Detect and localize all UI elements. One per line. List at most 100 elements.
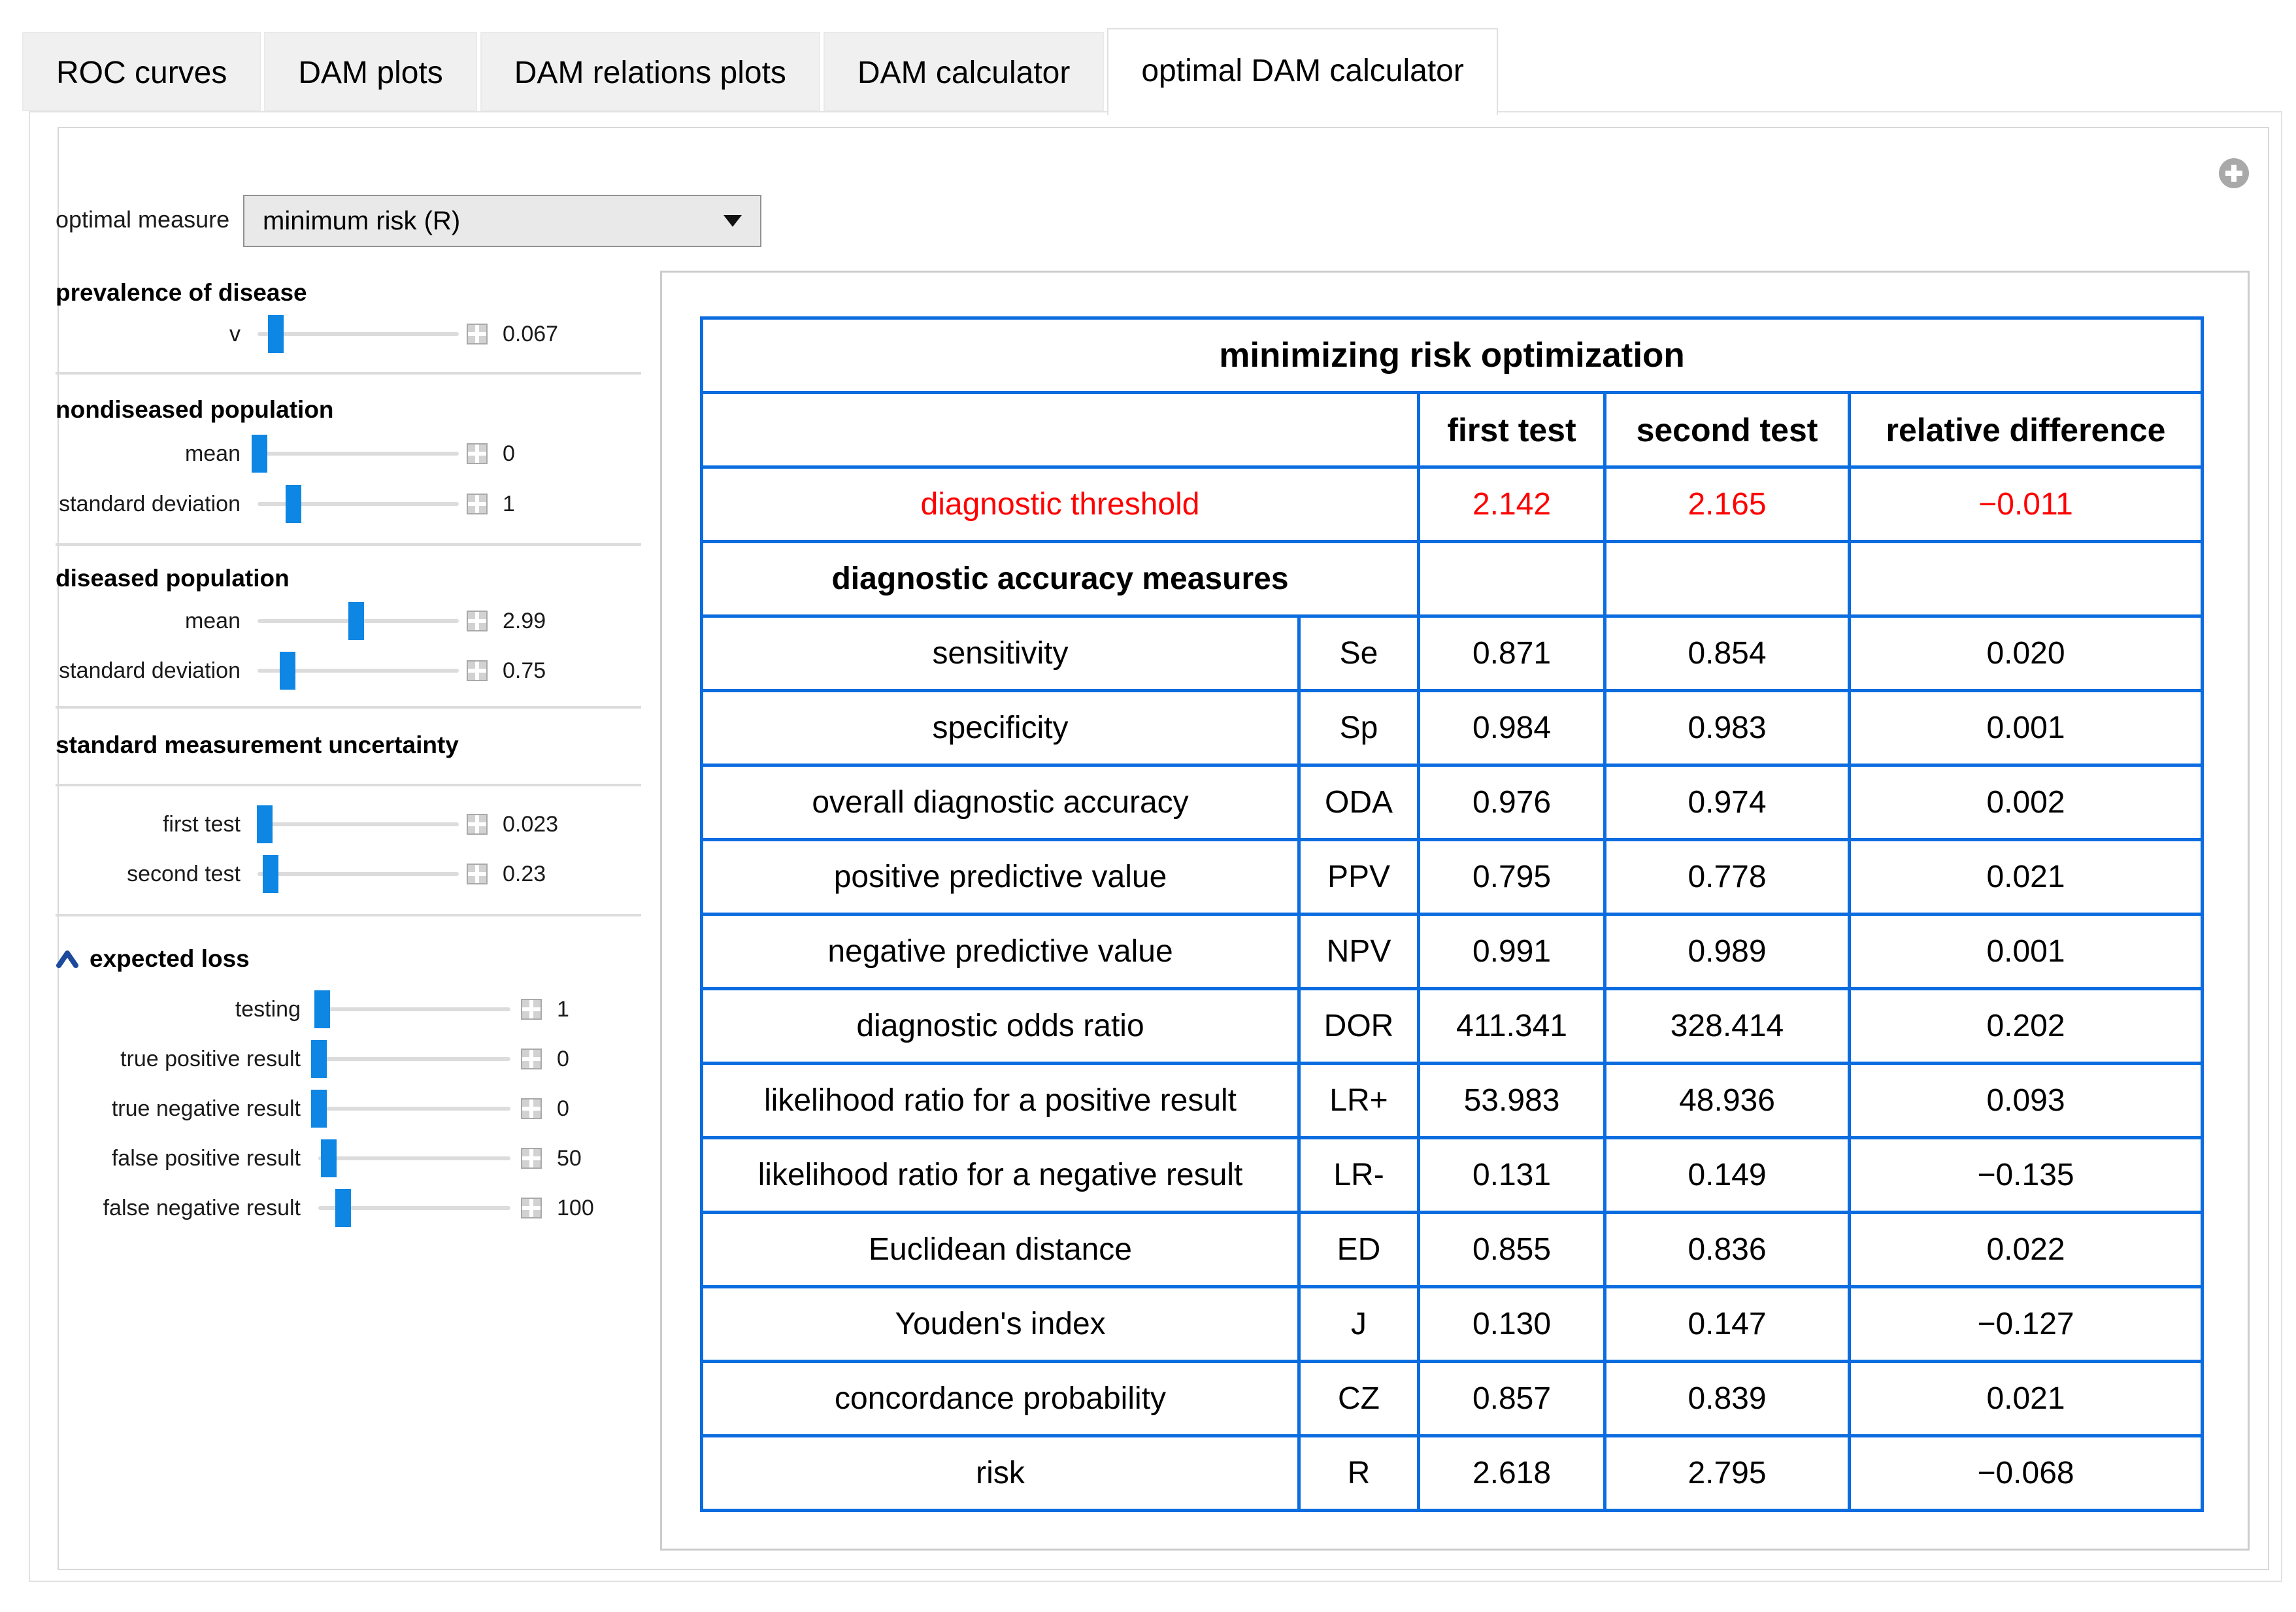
measure-label-cell: Euclidean distance <box>700 1211 1301 1288</box>
column-header-second-test: second test <box>1603 391 1851 469</box>
slider-value: 0.023 <box>503 811 559 837</box>
tab-dam-calculator[interactable]: DAM calculator <box>823 32 1105 111</box>
slider-track[interactable] <box>258 652 459 690</box>
slider-row-mean: mean 2.99 <box>56 596 546 646</box>
stepper-open-button[interactable] <box>521 999 542 1020</box>
measure-label-cell: diagnostic odds ratio <box>700 987 1301 1065</box>
optimal-measure-dropdown[interactable]: minimum risk (R) <box>243 195 761 247</box>
slider-value: 1 <box>557 996 569 1022</box>
stepper-open-button[interactable] <box>467 611 488 631</box>
section-heading-label: standard measurement uncertainty <box>56 731 459 758</box>
measure-diff-cell: 0.202 <box>1847 987 2204 1065</box>
stepper-open-button[interactable] <box>467 864 488 884</box>
slider-value: 0.23 <box>503 861 546 886</box>
slider-value: 1 <box>503 491 515 516</box>
slider-label: standard deviation <box>59 491 241 516</box>
slider-thumb[interactable] <box>252 435 268 473</box>
section-heading-label: prevalence of disease <box>56 279 307 306</box>
measure-diff-cell: 0.021 <box>1847 838 2204 916</box>
measure-abbr-cell: ODA <box>1297 764 1420 841</box>
measure-first-cell: 53.983 <box>1417 1062 1606 1139</box>
measure-first-cell: 2.618 <box>1417 1434 1606 1512</box>
measure-first-cell: 411.341 <box>1417 987 1606 1065</box>
slider-track[interactable] <box>318 1189 510 1227</box>
slider-thumb[interactable] <box>286 485 302 523</box>
slider-thumb[interactable] <box>256 805 273 843</box>
measure-second-cell: 0.147 <box>1603 1285 1851 1363</box>
slider-thumb[interactable] <box>280 652 296 690</box>
measure-second-cell: 328.414 <box>1603 987 1851 1065</box>
slider-track[interactable] <box>314 990 510 1028</box>
stepper-open-button[interactable] <box>521 1148 542 1169</box>
slider-track[interactable] <box>258 602 459 640</box>
stepper-open-button[interactable] <box>467 660 488 681</box>
measure-diff-cell: 0.001 <box>1847 913 2204 990</box>
measure-second-cell: 2.795 <box>1603 1434 1851 1512</box>
section-heading-expected-loss[interactable]: expected loss <box>56 943 250 975</box>
measure-label-cell: positive predictive value <box>700 838 1301 916</box>
slider-row-mean: mean 0 <box>56 429 515 479</box>
measure-abbr-cell: DOR <box>1297 987 1420 1065</box>
empty-cell <box>1847 540 2204 618</box>
slider-value: 0 <box>557 1096 569 1121</box>
tab-dam-plots[interactable]: DAM plots <box>264 32 477 111</box>
slider-row-v: v 0.067 <box>56 309 558 359</box>
measure-first-cell: 0.976 <box>1417 764 1606 841</box>
measure-first-cell: 0.984 <box>1417 689 1606 767</box>
slider-thumb[interactable] <box>263 855 279 893</box>
slider-track[interactable] <box>258 485 459 523</box>
section-heading-label: nondiseased population <box>56 396 334 423</box>
slider-label: false negative result <box>103 1195 301 1220</box>
slider-track[interactable] <box>311 1040 510 1078</box>
measure-abbr-cell: Sp <box>1297 689 1420 767</box>
slider-thumb[interactable] <box>335 1189 352 1227</box>
measure-label-cell: likelihood ratio for a positive result <box>700 1062 1301 1139</box>
measure-diff-cell: −0.135 <box>1847 1136 2204 1214</box>
column-header-relative-difference: relative difference <box>1847 391 2204 469</box>
section-divider <box>56 543 641 546</box>
chevron-up-icon[interactable] <box>56 950 79 968</box>
measure-diff-cell: −0.127 <box>1847 1285 2204 1363</box>
measure-label-cell: specificity <box>700 689 1301 767</box>
slider-track[interactable] <box>252 435 459 473</box>
stepper-open-button[interactable] <box>521 1198 542 1218</box>
threshold-first-cell: 2.142 <box>1417 465 1606 543</box>
tab-dam-relations-plots[interactable]: DAM relations plots <box>480 32 820 111</box>
more-controls-button[interactable] <box>2219 158 2249 188</box>
measure-second-cell: 0.854 <box>1603 614 1851 692</box>
measure-diff-cell: −0.068 <box>1847 1434 2204 1512</box>
stepper-open-button[interactable] <box>467 814 488 835</box>
slider-track[interactable] <box>311 1090 510 1128</box>
stepper-open-button[interactable] <box>521 1098 542 1119</box>
slider-thumb[interactable] <box>348 602 364 640</box>
slider-thumb[interactable] <box>314 990 330 1028</box>
stepper-open-button[interactable] <box>467 324 488 344</box>
measure-second-cell: 0.839 <box>1603 1360 1851 1437</box>
tab-optimal-dam-calculator[interactable]: optimal DAM calculator <box>1107 28 1498 115</box>
slider-thumb[interactable] <box>321 1139 337 1177</box>
slider-thumb[interactable] <box>267 315 284 353</box>
measure-first-cell: 0.871 <box>1417 614 1606 692</box>
measure-second-cell: 0.836 <box>1603 1211 1851 1288</box>
slider-track[interactable] <box>258 315 459 353</box>
measures-section-cell: diagnostic accuracy measures <box>700 540 1420 618</box>
slider-value: 50 <box>557 1145 582 1171</box>
section-heading-label: diseased population <box>56 565 290 592</box>
measure-label-cell: sensitivity <box>700 614 1301 692</box>
measure-abbr-cell: NPV <box>1297 913 1420 990</box>
stepper-open-button[interactable] <box>521 1049 542 1069</box>
slider-track[interactable] <box>256 805 459 843</box>
threshold-label-cell: diagnostic threshold <box>700 465 1420 543</box>
slider-thumb[interactable] <box>311 1040 327 1078</box>
optimal-measure-label: optimal measure <box>56 206 230 233</box>
slider-label: first test <box>162 811 241 837</box>
section-heading-label: expected loss <box>90 945 250 972</box>
slider-thumb[interactable] <box>311 1090 327 1128</box>
slider-track[interactable] <box>318 1139 510 1177</box>
stepper-open-button[interactable] <box>467 443 488 464</box>
slider-track[interactable] <box>258 855 459 893</box>
empty-cell <box>1603 540 1851 618</box>
stepper-open-button[interactable] <box>467 494 488 514</box>
tab-roc-curves[interactable]: ROC curves <box>22 32 261 111</box>
measure-abbr-cell: PPV <box>1297 838 1420 916</box>
